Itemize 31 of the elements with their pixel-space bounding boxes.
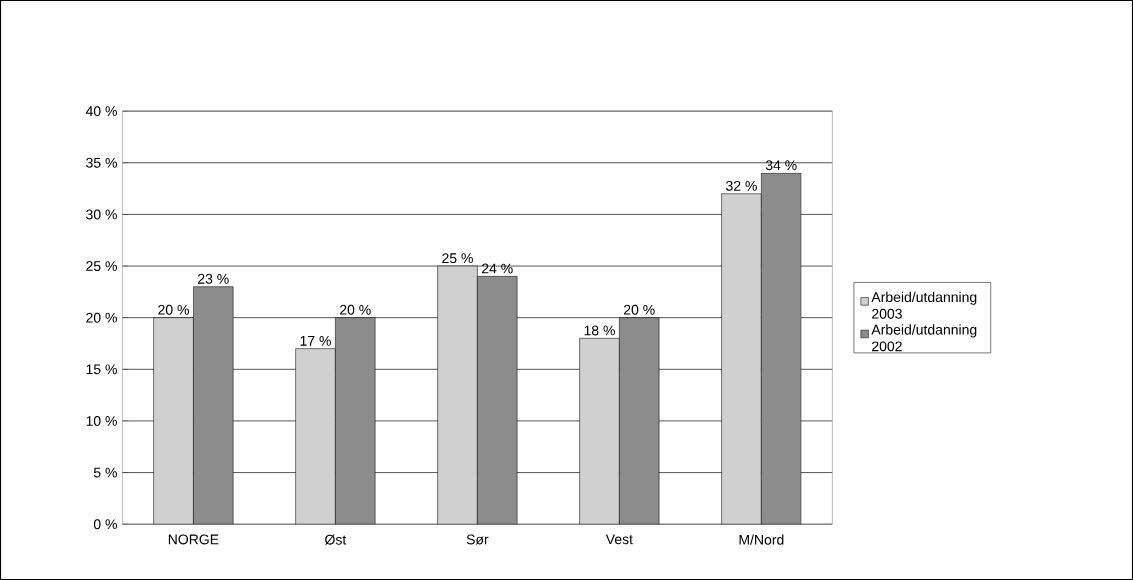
y-tick-label: 25 %	[86, 261, 117, 272]
bar	[721, 193, 762, 525]
x-tick-label: M/Nord	[739, 534, 784, 545]
data-label: 17 %	[300, 335, 331, 346]
data-label: 20 %	[158, 304, 189, 315]
data-label: 20 %	[624, 304, 655, 315]
data-label: 23 %	[198, 273, 229, 284]
y-tick-label: 20 %	[86, 312, 117, 323]
y-tick-label: 15 %	[86, 364, 117, 375]
x-tick-label: Øst	[324, 534, 347, 545]
y-tick-label: 40 %	[85, 106, 117, 117]
bar	[437, 265, 478, 525]
bar	[579, 338, 620, 525]
data-label: 25 %	[442, 253, 473, 264]
x-tick-label: Vest	[605, 534, 633, 545]
legend-label: Arbeid/utdanning 2003	[871, 291, 977, 319]
data-label: 32 %	[726, 180, 757, 191]
data-label: 34 %	[765, 160, 797, 171]
bar	[153, 317, 194, 525]
y-tick-label: 30 %	[86, 209, 117, 220]
x-tick-label: NORGE	[168, 534, 219, 545]
legend-label: Arbeid/utdanning 2002	[871, 324, 977, 352]
y-tick-label: 10 %	[86, 416, 117, 426]
data-label: 18 %	[584, 325, 615, 336]
bar	[295, 348, 336, 525]
data-label: 24 %	[482, 263, 513, 274]
x-tick-label: Sør	[466, 534, 489, 545]
y-tick-label: 35 %	[86, 157, 117, 168]
y-tick-label: 5 %	[93, 467, 117, 478]
data-label: 20 %	[340, 304, 371, 315]
y-tick-label: 0 %	[93, 519, 117, 530]
